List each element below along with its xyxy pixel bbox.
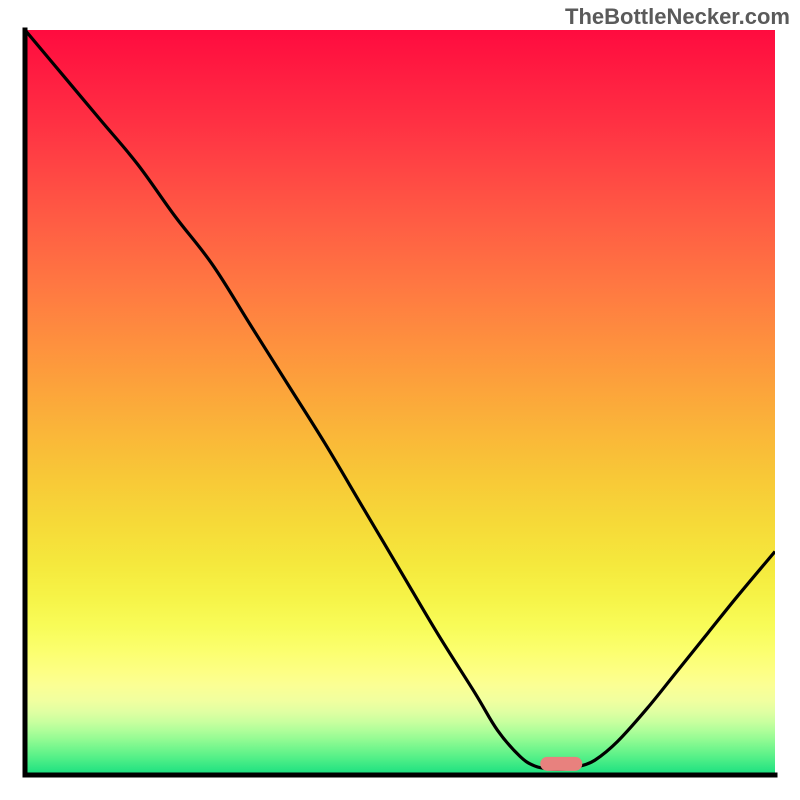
optimum-marker: [540, 757, 582, 771]
watermark-text: TheBottleNecker.com: [565, 4, 790, 30]
chart-container: TheBottleNecker.com: [0, 0, 800, 800]
gradient-background: [25, 30, 775, 775]
bottleneck-chart: [0, 0, 800, 800]
